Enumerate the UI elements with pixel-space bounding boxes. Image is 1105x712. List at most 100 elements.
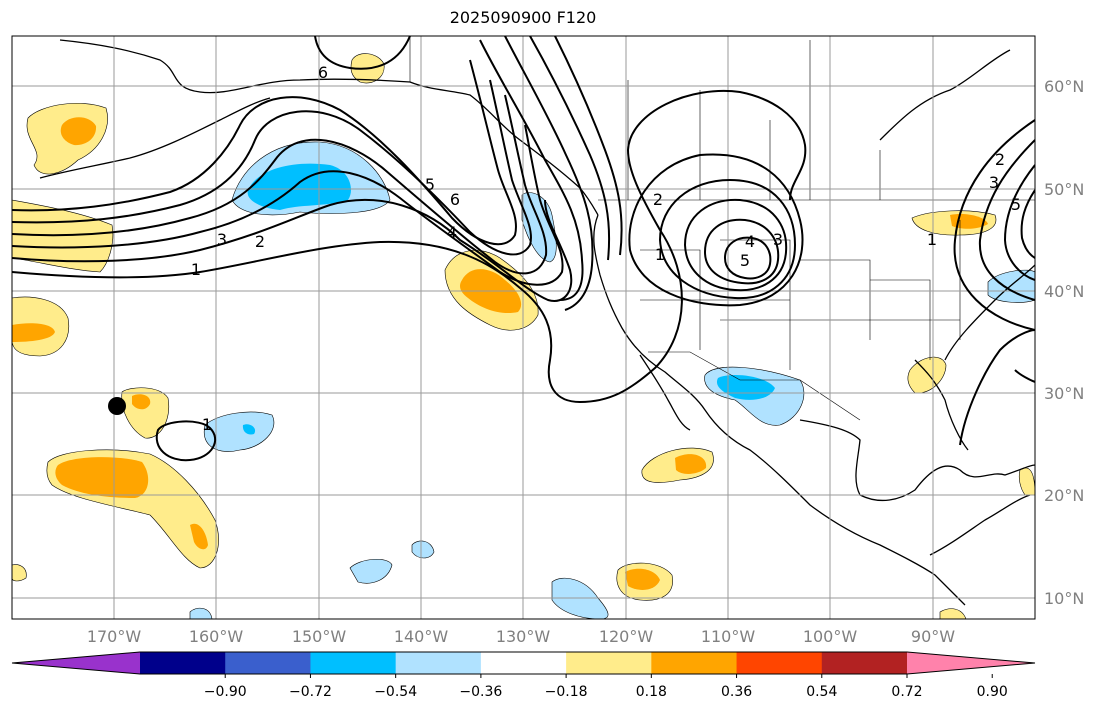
contour-label: 3 bbox=[773, 230, 783, 249]
contour-4-main bbox=[12, 94, 548, 275]
contour-east-3 bbox=[1003, 164, 1035, 281]
positive-anomaly-subtropic-small-core bbox=[132, 394, 151, 410]
lon-label: 160°W bbox=[189, 627, 244, 646]
colorbar-tick-label: 0.90 bbox=[977, 684, 1008, 700]
coastline-hudson bbox=[879, 49, 1011, 141]
map-frame bbox=[11, 35, 1036, 620]
colorbar-segment bbox=[395, 652, 482, 674]
contour-label: 5 bbox=[425, 175, 435, 194]
lon-label: 90°W bbox=[911, 627, 955, 646]
positive-anomaly-mexico-pacific-core bbox=[675, 454, 707, 474]
contour-label: 1 bbox=[927, 230, 937, 249]
border-us-states bbox=[640, 220, 961, 370]
lon-label: 150°W bbox=[292, 627, 347, 646]
contour-east-2 bbox=[978, 139, 1035, 301]
contour-label: 4 bbox=[745, 232, 755, 251]
contour-2-main bbox=[12, 198, 573, 302]
contour-ridge-1 bbox=[628, 153, 804, 307]
colorbar-tick-label: 0.36 bbox=[721, 684, 752, 700]
contour-label: 2 bbox=[653, 190, 663, 209]
colorbar-tick-label: 0.72 bbox=[891, 684, 922, 700]
positive-anomaly-northwest-core bbox=[60, 117, 97, 146]
colorbar-segment bbox=[736, 652, 823, 674]
lat-label: 50°N bbox=[1044, 180, 1084, 199]
lon-label: 100°W bbox=[803, 627, 858, 646]
colorbar-segment bbox=[821, 652, 908, 674]
contour-label: 1 bbox=[202, 415, 212, 434]
positive-anomaly-southwest-core2 bbox=[190, 523, 208, 550]
contour-label: 4 bbox=[447, 223, 457, 242]
colorbar-segment bbox=[225, 652, 311, 674]
contour-label: 1 bbox=[191, 260, 201, 279]
contour-east-south bbox=[959, 329, 1035, 446]
colorbar-tick-label: −0.18 bbox=[545, 684, 588, 700]
lat-label: 10°N bbox=[1044, 589, 1084, 608]
contour-6-top bbox=[314, 36, 411, 70]
negative-anomaly-gulf-alaska-core bbox=[247, 163, 351, 210]
lat-label: 20°N bbox=[1044, 486, 1084, 505]
contour-label: 5 bbox=[1011, 195, 1021, 214]
anomaly-shading bbox=[12, 53, 1035, 619]
colorbar-tick-label: 0.18 bbox=[636, 684, 667, 700]
contour-east-4 bbox=[1020, 189, 1035, 259]
contour-label: 1 bbox=[655, 245, 665, 264]
negative-anomaly-east bbox=[987, 269, 1035, 303]
coastline-alaska bbox=[59, 39, 599, 216]
lat-label: 40°N bbox=[1044, 282, 1084, 301]
negative-anomaly-tropical-4 bbox=[189, 607, 213, 619]
contour-ridge-4 bbox=[703, 218, 780, 285]
contour-hawaii-low bbox=[155, 420, 217, 462]
contour-ridge-5 bbox=[723, 236, 772, 280]
colorbar-over-arrow bbox=[907, 652, 1035, 674]
location-marker bbox=[108, 397, 126, 415]
contour-5-main bbox=[12, 79, 532, 256]
colorbar-under-arrow bbox=[12, 652, 140, 674]
coastline-gulf-of-mexico bbox=[799, 419, 1035, 502]
colorbar-segment bbox=[651, 652, 738, 674]
contour-label: 2 bbox=[255, 232, 265, 251]
positive-anomaly-tropical-core bbox=[625, 568, 660, 590]
height-contours bbox=[12, 36, 1035, 462]
coastlines bbox=[39, 39, 1035, 606]
contour-inner-1 bbox=[479, 39, 584, 301]
contour-label: 3 bbox=[217, 230, 227, 249]
coastline-central-america bbox=[929, 494, 1031, 556]
contour-ridge-2 bbox=[658, 178, 797, 300]
map-title: 2025090900 F120 bbox=[449, 8, 597, 27]
colorbar-tick-label: 0.54 bbox=[806, 684, 837, 700]
lat-label: 60°N bbox=[1044, 77, 1084, 96]
map-plot-area: 6 5 6 4 3 2 1 2 1 4 3 5 1 2 3 5 1 bbox=[12, 36, 1035, 619]
contour-inner-2 bbox=[504, 36, 594, 311]
colorbar-outline bbox=[11, 651, 1036, 675]
lon-label: 120°W bbox=[599, 627, 654, 646]
coastline-aleutians bbox=[39, 97, 271, 179]
colorbar-segment bbox=[480, 652, 567, 674]
positive-anomaly-west-edge-core bbox=[12, 323, 55, 342]
contour-1-main bbox=[12, 89, 807, 404]
lon-label: 170°W bbox=[87, 627, 142, 646]
longitude-labels: 170°W 160°W 150°W 140°W 130°W 120°W 110°… bbox=[87, 627, 955, 646]
contour-label: 6 bbox=[450, 190, 460, 209]
borders bbox=[409, 36, 1035, 421]
contour-label: 6 bbox=[318, 63, 328, 82]
colorbar-tick-label: −0.72 bbox=[289, 684, 332, 700]
negative-anomaly-tropical-3 bbox=[411, 540, 435, 559]
coastline-baja bbox=[639, 354, 691, 431]
negative-anomaly-hawaii-core bbox=[242, 424, 256, 435]
colorbar-tick-label: −0.36 bbox=[459, 684, 502, 700]
border-us-mexico bbox=[648, 351, 861, 421]
contour-3-main bbox=[12, 124, 564, 286]
lon-label: 140°W bbox=[394, 627, 449, 646]
contour-ridge-3 bbox=[683, 198, 788, 292]
lat-label: 30°N bbox=[1044, 384, 1084, 403]
negative-anomaly-tropical-1 bbox=[551, 577, 609, 619]
contour-label-group: 6 5 6 4 3 2 1 2 1 4 3 5 1 2 3 5 1 bbox=[191, 63, 1021, 434]
coastline-north-america-west bbox=[593, 214, 966, 606]
negative-anomaly-mexico-core bbox=[716, 375, 775, 400]
graticule bbox=[12, 36, 1035, 619]
contour-label: 5 bbox=[740, 251, 750, 270]
colorbar-tick-label: −0.54 bbox=[374, 684, 417, 700]
contour-inner-3 bbox=[529, 36, 611, 261]
colorbar-segment bbox=[310, 652, 397, 674]
